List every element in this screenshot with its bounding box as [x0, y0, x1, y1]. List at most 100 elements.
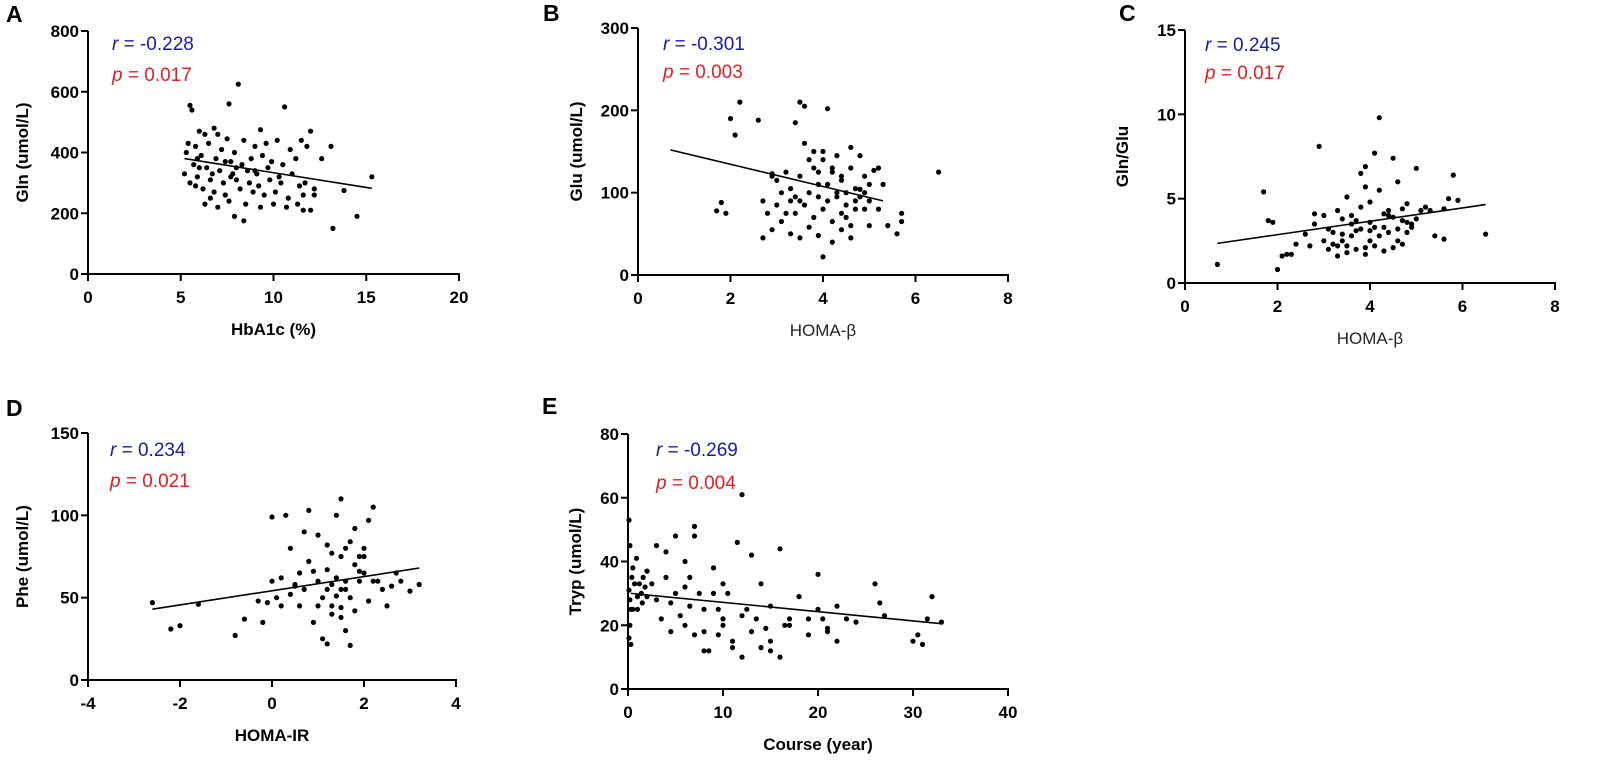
y-tick-label: 200 — [51, 204, 79, 223]
data-point — [297, 603, 303, 609]
data-point — [1344, 250, 1350, 256]
data-point — [815, 194, 822, 200]
data-point — [739, 492, 745, 498]
data-point — [398, 578, 404, 584]
data-point — [1395, 238, 1401, 244]
data-point — [1302, 231, 1308, 237]
data-point — [936, 169, 942, 175]
data-point — [168, 626, 174, 632]
data-point — [215, 204, 221, 210]
data-point — [183, 149, 189, 156]
r-symbol: r — [112, 34, 119, 55]
data-point — [720, 622, 726, 628]
data-point — [877, 600, 883, 606]
data-point — [338, 604, 344, 611]
x-tick-label: 6 — [911, 289, 920, 308]
data-point — [642, 584, 648, 590]
data-point — [857, 186, 863, 192]
data-point — [843, 616, 850, 622]
data-point — [354, 213, 360, 219]
data-point — [763, 625, 769, 632]
data-point — [259, 152, 265, 159]
data-point — [343, 586, 349, 593]
data-point — [1265, 218, 1271, 224]
panel-letter: E — [542, 393, 557, 419]
data-point — [760, 235, 766, 241]
data-point — [748, 629, 755, 635]
data-point — [206, 140, 212, 146]
data-point — [820, 206, 826, 212]
data-point — [739, 613, 745, 619]
data-point — [177, 623, 183, 629]
data-point — [1344, 194, 1350, 200]
data-point — [343, 545, 349, 551]
x-tick-label: 2 — [1273, 297, 1282, 316]
data-point — [929, 594, 935, 600]
data-point — [715, 632, 721, 638]
data-point — [1330, 241, 1336, 247]
y-tick-label: 5 — [1167, 190, 1176, 209]
p-value: = 0.004 — [667, 473, 737, 494]
data-point — [264, 600, 270, 606]
data-point — [701, 606, 707, 612]
y-tick-label: 600 — [51, 83, 79, 102]
data-point — [834, 153, 840, 159]
data-point — [329, 611, 335, 617]
data-point — [687, 603, 693, 609]
data-point — [852, 206, 859, 212]
data-point — [333, 593, 339, 599]
data-point — [848, 235, 854, 241]
data-point — [848, 223, 854, 229]
y-tick-label: 15 — [1157, 21, 1176, 40]
data-point — [729, 638, 736, 644]
data-point — [1362, 184, 1368, 190]
data-point — [626, 517, 632, 523]
data-point — [829, 165, 835, 171]
data-point — [356, 568, 362, 574]
data-point — [760, 198, 766, 204]
r-annotation: r = 0.245 — [1205, 35, 1281, 56]
regression-line — [670, 149, 884, 202]
data-point — [407, 588, 413, 594]
data-point — [213, 156, 219, 162]
data-point — [196, 165, 202, 171]
y-tick-label: 10 — [1157, 105, 1176, 124]
data-point — [834, 603, 840, 609]
data-point — [718, 199, 724, 206]
data-point — [852, 198, 859, 204]
data-point — [782, 622, 788, 628]
data-point — [710, 565, 717, 571]
data-point — [276, 174, 282, 180]
data-point — [308, 128, 314, 134]
x-tick-label: 2 — [726, 289, 735, 308]
data-point — [639, 600, 645, 606]
data-point — [640, 574, 646, 581]
r-symbol: r — [656, 440, 663, 461]
data-point — [797, 173, 803, 179]
p-symbol: p — [655, 473, 667, 494]
data-point — [287, 146, 293, 153]
data-point — [257, 204, 264, 210]
data-point — [1367, 228, 1373, 234]
data-point — [324, 567, 330, 573]
data-point — [292, 581, 298, 588]
data-point — [701, 648, 707, 654]
data-point — [875, 165, 882, 171]
x-tick-label: -2 — [172, 694, 187, 713]
data-point — [792, 120, 798, 126]
y-tick-label: 0 — [610, 680, 619, 699]
data-point — [366, 517, 372, 523]
data-point — [758, 581, 764, 587]
y-tick-label: 0 — [620, 266, 629, 285]
x-tick-label: 0 — [267, 694, 276, 713]
data-point — [774, 177, 780, 183]
regression-line — [630, 592, 942, 625]
y-tick-label: 50 — [60, 589, 79, 608]
data-point — [215, 131, 221, 137]
data-point — [1353, 218, 1359, 224]
data-point — [204, 165, 210, 171]
data-point — [232, 632, 238, 639]
r-value: = -0.269 — [662, 440, 738, 461]
data-point — [696, 590, 702, 597]
